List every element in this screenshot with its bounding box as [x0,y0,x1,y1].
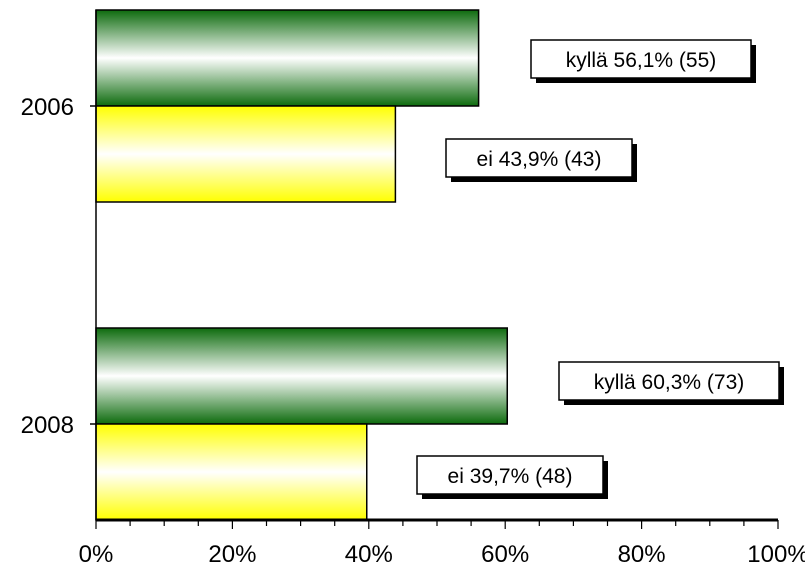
x-tick-label: 40% [345,541,393,568]
category-label-2006: 2006 [21,94,74,121]
data-label-2008-ei: ei 39,7% (48) [448,465,573,488]
data-label-2006-ei: ei 43,9% (43) [477,148,602,171]
data-label-box [558,361,780,401]
data-label-box [445,138,633,178]
bars-group [95,9,508,521]
x-axis: 0% 20% 40% 60% 80% 100% [79,10,805,568]
x-tick-label: 60% [481,541,529,568]
data-label-2008-kylla: kyllä 60,3% (73) [594,371,745,394]
x-tick-label: 80% [618,541,666,568]
x-tick-label: 0% [79,541,114,568]
bar-2008-kylla [95,327,508,425]
x-tick-label: 20% [208,541,256,568]
data-label-2006-kylla: kyllä 56,1% (55) [566,49,717,72]
category-labels-group: 2006 2008 [21,94,96,439]
category-label-2008: 2008 [21,412,74,439]
x-tick-label: 100% [747,541,805,568]
bar-2006-kylla [95,9,480,107]
data-label-box [416,455,604,495]
bar-2006-ei [95,105,397,203]
data-labels-group: kyllä 56,1% (55) ei 43,9% (43) kyllä 60,3%… [416,39,784,499]
bar-2008-ei [95,423,368,521]
data-label-box [530,39,752,79]
